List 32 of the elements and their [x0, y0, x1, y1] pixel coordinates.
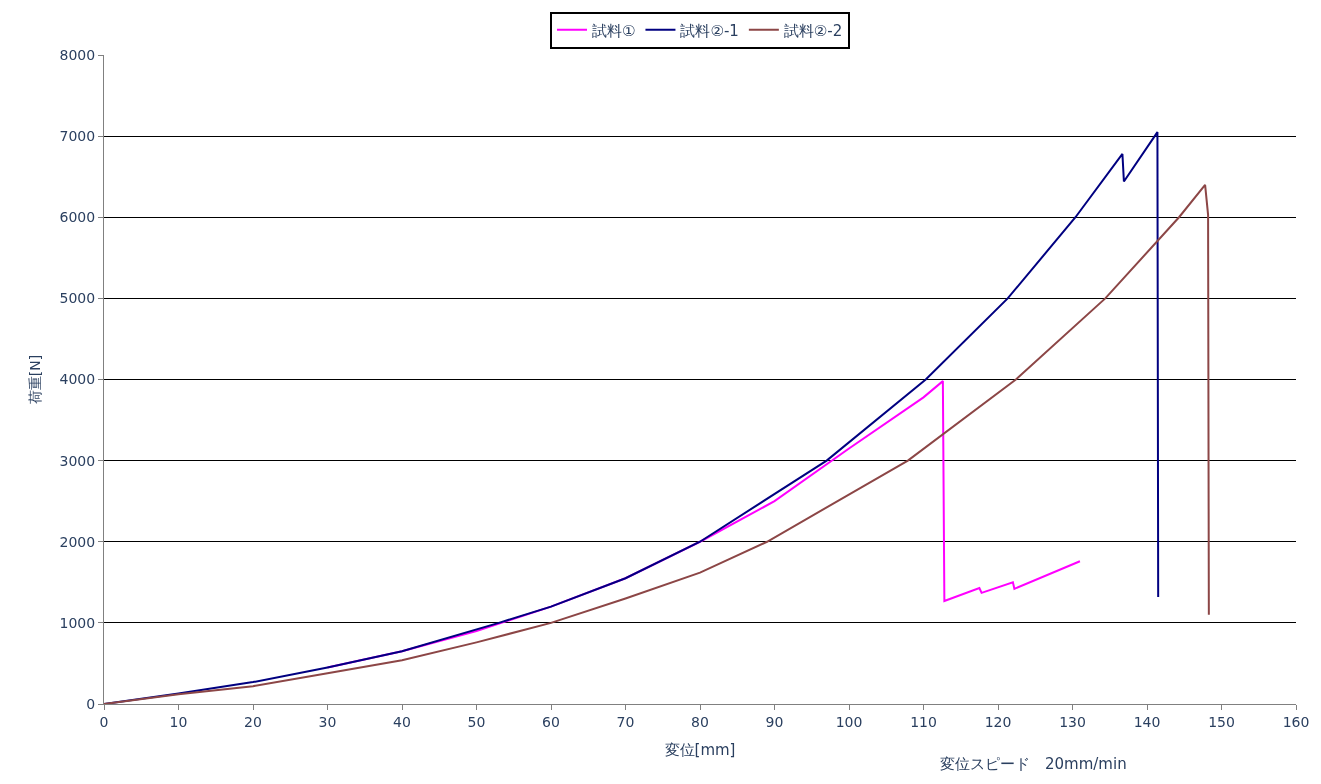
x-tick-label: 40 [393, 713, 411, 730]
x-tick-label: 110 [910, 713, 937, 730]
x-tick-label: 150 [1208, 713, 1235, 730]
y-tick-label: 3000 [59, 452, 96, 469]
x-tick-label: 160 [1282, 713, 1310, 730]
y-tick-label: 8000 [59, 46, 96, 63]
x-tick-label: 80 [691, 713, 709, 730]
x-tick-label: 20 [244, 713, 262, 730]
x-tick-label: 90 [765, 713, 784, 730]
y-tick-label: 1000 [59, 614, 96, 631]
x-tick-label: 30 [318, 713, 337, 730]
x-tick-label: 60 [542, 713, 560, 730]
x-tick-label: 100 [835, 713, 863, 730]
x-tick-label: 10 [169, 713, 188, 730]
y-tick-label: 2000 [59, 533, 96, 550]
legend-label: 試料②-1 [680, 21, 739, 40]
x-tick-label: 0 [99, 713, 109, 730]
y-axis-title: 荷重[N] [27, 354, 44, 405]
x-tick-label: 140 [1133, 713, 1161, 730]
y-tick-label: 4000 [59, 371, 96, 388]
legend-label: 試料②-2 [783, 21, 843, 40]
x-tick-label: 70 [616, 713, 635, 730]
y-tick-label: 6000 [59, 209, 96, 226]
x-axis-title: 変位[mm] [664, 740, 736, 759]
x-tick-label: 120 [984, 713, 1012, 730]
text: 変位スピード 20mm/min [940, 755, 1127, 773]
x-tick-label: 130 [1059, 713, 1086, 730]
x-tick-label: 50 [467, 713, 486, 730]
y-tick-label: 7000 [59, 128, 96, 145]
y-tick-label: 5000 [59, 290, 96, 307]
legend-label: 試料① [592, 21, 636, 40]
y-tick-label: 0 [86, 695, 96, 712]
